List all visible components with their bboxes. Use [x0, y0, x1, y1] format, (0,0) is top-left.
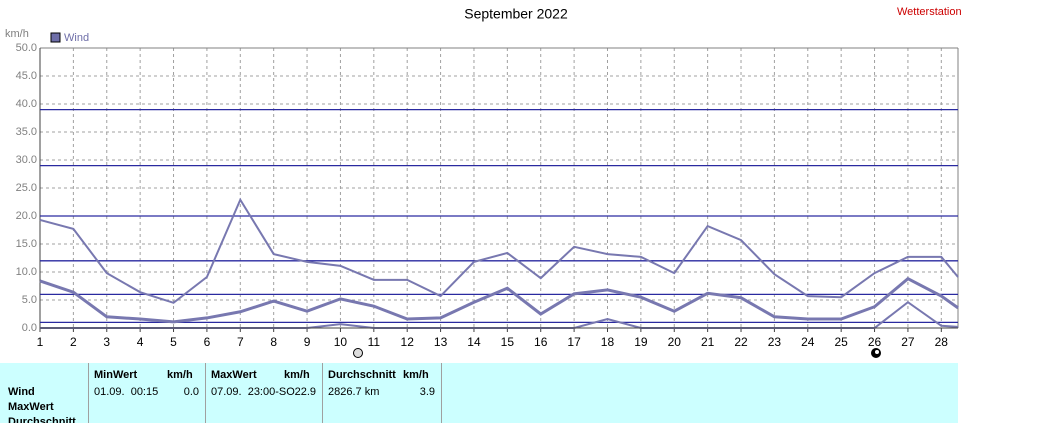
y-tick-label: 35.0 — [16, 126, 37, 138]
y-tick-label: 45.0 — [16, 70, 37, 82]
y-tick-label: 15.0 — [16, 238, 37, 250]
x-tick-label: 22 — [734, 335, 748, 349]
row-label: Wind — [8, 386, 35, 398]
column-unit: km/h — [284, 369, 310, 381]
legend-swatch — [50, 32, 61, 43]
y-tick-label: 5.0 — [22, 294, 37, 306]
moon-full-icon — [353, 348, 363, 358]
x-tick-label: 24 — [801, 335, 815, 349]
y-tick-label: 50.0 — [16, 42, 37, 54]
column-separator — [205, 363, 206, 423]
column-separator — [322, 363, 323, 423]
column-title: MaxWert — [211, 369, 257, 381]
x-tick-label: 18 — [601, 335, 615, 349]
column-unit: km/h — [167, 369, 193, 381]
series-line — [39, 197, 959, 304]
x-tick-label: 9 — [304, 335, 311, 349]
legend-label: Wind — [64, 32, 89, 44]
moon-new-highlight — [875, 350, 879, 354]
x-tick-label: 28 — [935, 335, 949, 349]
x-tick-label: 10 — [334, 335, 348, 349]
stats-table: MinWert km/h MaxWert km/h Durchschnitt km/h Wi… — [0, 363, 958, 423]
cell-text: 2826.7 km — [328, 386, 380, 398]
x-tick-label: 1 — [37, 335, 44, 349]
x-tick-label: 3 — [103, 335, 110, 349]
x-tick-label: 14 — [467, 335, 481, 349]
x-tick-label: 21 — [701, 335, 715, 349]
column-separator — [88, 363, 89, 423]
y-axis-label: km/h — [5, 28, 29, 40]
cell-value: 0.0 — [183, 386, 199, 398]
y-tick-label: 40.0 — [16, 98, 37, 110]
y-tick-label: 10.0 — [16, 266, 37, 278]
x-tick-label: 7 — [237, 335, 244, 349]
x-tick-label: 4 — [137, 335, 144, 349]
cell-text: 01.09. 00:15 — [94, 386, 159, 398]
x-tick-label: 27 — [901, 335, 915, 349]
x-tick-label: 6 — [204, 335, 211, 349]
source-label: Wetterstation — [897, 6, 962, 18]
x-tick-label: 2 — [70, 335, 77, 349]
y-tick-label: 0.0 — [22, 322, 37, 334]
chart: September 2022 Wetterstation km/h Wind 0… — [5, 6, 962, 358]
row-label: MaxWert — [8, 401, 54, 413]
x-tick-label: 17 — [567, 335, 581, 349]
row-label: Durchschnitt — [8, 416, 76, 423]
y-tick-label: 25.0 — [16, 182, 37, 194]
x-tick-label: 25 — [834, 335, 848, 349]
cell-value: 22.9 — [294, 386, 316, 398]
x-tick-label: 11 — [368, 335, 381, 349]
series-line — [40, 300, 959, 329]
x-tick-label: 19 — [634, 335, 648, 349]
column-title: Durchschnitt — [328, 369, 396, 381]
x-tick-label: 13 — [434, 335, 448, 349]
x-tick-label: 15 — [501, 335, 515, 349]
column-separator — [441, 363, 442, 423]
x-tick-label: 20 — [668, 335, 682, 349]
y-tick-label: 20.0 — [16, 210, 37, 222]
column-title: MinWert — [94, 369, 138, 381]
x-tick-label: 5 — [170, 335, 177, 349]
x-tick-label: 8 — [270, 335, 277, 349]
x-tick-label: 26 — [868, 335, 882, 349]
series-line — [39, 276, 959, 324]
column-unit: km/h — [403, 369, 429, 381]
x-tick-label: 16 — [534, 335, 548, 349]
x-tick-label: 12 — [401, 335, 415, 349]
chart-title: September 2022 — [464, 6, 568, 22]
cell-text: 07.09. 23:00-SO — [211, 386, 295, 398]
y-tick-label: 30.0 — [16, 154, 37, 166]
x-tick-label: 23 — [768, 335, 782, 349]
cell-value: 3.9 — [419, 386, 435, 398]
